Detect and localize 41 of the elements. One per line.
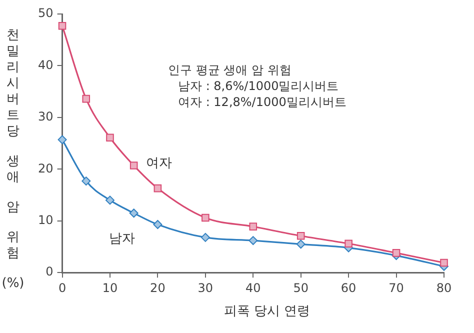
point — [249, 222, 258, 230]
point — [200, 232, 210, 242]
x-tick-label: 0 — [58, 280, 66, 295]
point — [248, 236, 258, 246]
point — [344, 240, 352, 248]
y-tick-label: 30 — [38, 110, 54, 124]
annotation: 남자 : 8,6%/1000밀리시버트 — [177, 78, 340, 94]
x-tick-label: 10 — [102, 280, 118, 295]
point — [58, 22, 66, 30]
series-label: 남자 — [108, 231, 135, 246]
x-tick-label: 50 — [293, 280, 308, 295]
point — [440, 258, 448, 267]
y-tick-label: 50 — [38, 6, 54, 20]
y-tick-label: 10 — [38, 213, 54, 228]
series-label: 여자 — [146, 156, 172, 171]
x-tick-label: 70 — [388, 280, 404, 295]
point — [153, 220, 162, 229]
point — [392, 249, 400, 257]
annotation: 여자 : 12,8%/1000밀리시버트 — [177, 94, 346, 110]
y-tick-label: 0 — [46, 264, 54, 279]
point — [58, 135, 67, 144]
point — [296, 232, 305, 240]
annotation: 인구 평균 생애 암 위험 — [168, 62, 292, 78]
x-tick-label: 60 — [340, 280, 356, 295]
point — [154, 184, 162, 192]
text: 천밀리시버트당 생애 암 위험 (%) — [2, 28, 24, 291]
point — [130, 162, 138, 170]
point — [105, 196, 114, 205]
x-tick-label: 20 — [150, 280, 166, 295]
x-tick-label: 30 — [198, 280, 214, 295]
point — [296, 240, 306, 249]
point — [106, 134, 114, 142]
point — [129, 208, 138, 218]
x-tick-label: 40 — [245, 280, 261, 295]
point — [82, 94, 90, 103]
x-axis-title: 피폭 당시 연령 — [222, 303, 312, 320]
x-tick-label: 80 — [436, 280, 452, 295]
y-tick-label: 20 — [38, 161, 54, 176]
y-tick-label: 40 — [38, 58, 54, 72]
point — [82, 176, 91, 186]
point — [202, 214, 210, 222]
